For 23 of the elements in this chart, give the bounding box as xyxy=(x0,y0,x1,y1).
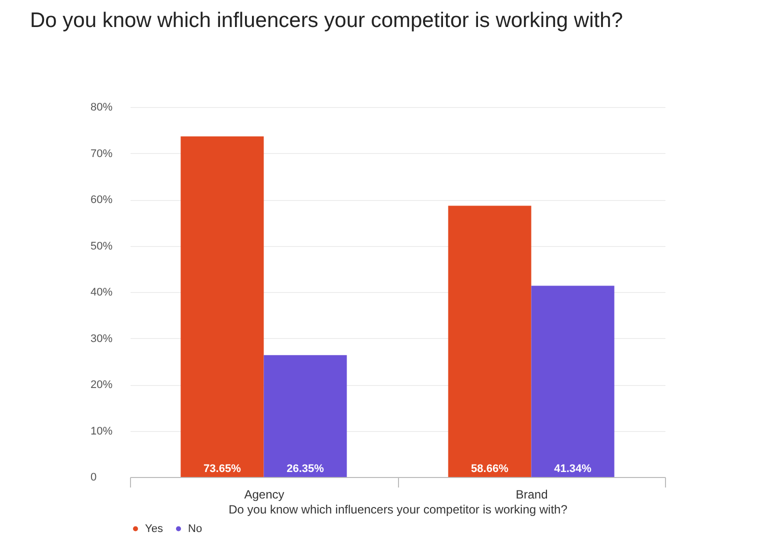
legend-label: No xyxy=(188,522,202,535)
y-tick-label: 0 xyxy=(90,472,97,484)
bar xyxy=(180,136,264,477)
data-label: 26.35% xyxy=(286,463,324,475)
data-label: 58.66% xyxy=(471,463,509,475)
y-tick-label: 30% xyxy=(90,332,113,345)
bar xyxy=(531,286,614,477)
y-tick-label: 80% xyxy=(90,102,113,114)
data-label: 73.65% xyxy=(204,463,242,475)
data-label: 41.34% xyxy=(554,463,592,475)
legend-label: Yes xyxy=(145,522,164,535)
y-tick-label: 10% xyxy=(90,425,113,438)
x-tick-label: Agency xyxy=(244,488,284,502)
x-tick-label: Brand xyxy=(516,488,548,502)
y-tick-label: 60% xyxy=(90,194,113,206)
y-tick-label: 70% xyxy=(90,148,113,160)
bar xyxy=(448,206,532,477)
bar xyxy=(264,355,347,477)
y-tick-label: 50% xyxy=(90,240,113,252)
chart-title: Do you know which influencers your competitor is working with? xyxy=(30,9,623,32)
y-tick-label: 40% xyxy=(90,286,113,298)
x-axis-title: Do you know which influencers your competitor is working with? xyxy=(228,502,568,516)
y-tick-label: 20% xyxy=(90,379,113,391)
